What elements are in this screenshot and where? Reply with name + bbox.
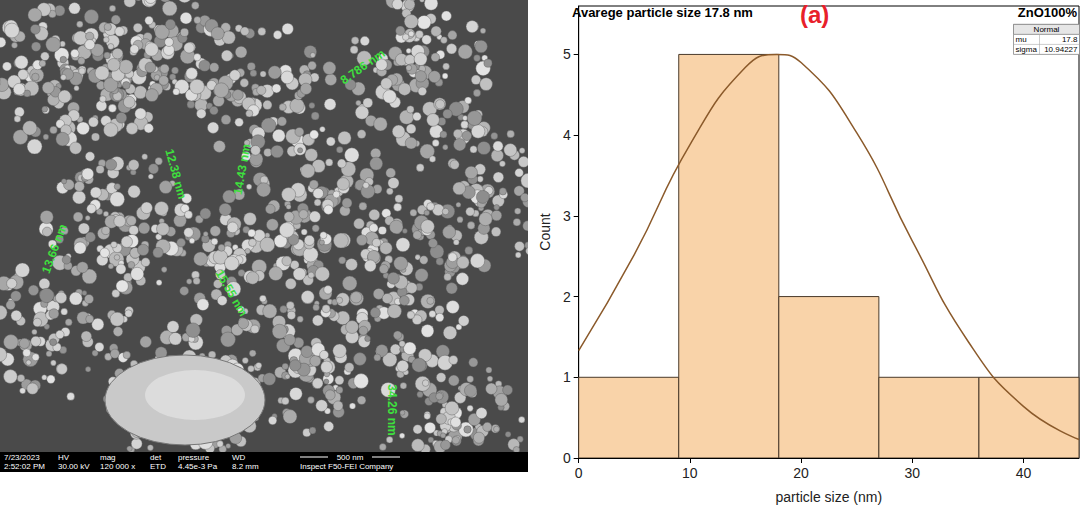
svg-text:1: 1 (563, 369, 571, 385)
svg-text:ETD: ETD (150, 462, 166, 471)
svg-text:500 nm: 500 nm (337, 453, 364, 462)
svg-text:particle size (nm): particle size (nm) (776, 489, 883, 505)
svg-text:4: 4 (563, 127, 571, 143)
svg-text:40: 40 (1016, 465, 1032, 481)
svg-text:8.2 mm: 8.2 mm (232, 462, 259, 471)
svg-text:Inspect F50-FEI Company: Inspect F50-FEI Company (300, 462, 393, 471)
svg-text:8.786 nm: 8.786 nm (338, 46, 388, 87)
svg-text:13.66 nm: 13.66 nm (39, 222, 70, 275)
svg-text:4.45e-3 Pa: 4.45e-3 Pa (178, 462, 218, 471)
svg-text:15.55 nm: 15.55 nm (213, 267, 251, 318)
svg-text:mu: mu (1016, 35, 1027, 44)
svg-text:Normal: Normal (1034, 25, 1060, 34)
svg-text:10: 10 (682, 465, 698, 481)
svg-text:2:52:02 PM: 2:52:02 PM (4, 462, 45, 471)
svg-text:0: 0 (575, 465, 583, 481)
svg-text:12.38 nm: 12.38 nm (162, 147, 189, 200)
svg-text:sigma: sigma (1016, 45, 1038, 54)
svg-text:ZnO100%: ZnO100% (1018, 5, 1078, 20)
svg-text:17.8: 17.8 (1062, 35, 1078, 44)
svg-text:7/23/2023: 7/23/2023 (4, 453, 40, 462)
svg-text:mag: mag (100, 453, 116, 462)
svg-text:pressure: pressure (178, 453, 210, 462)
svg-text:Count: Count (537, 213, 553, 250)
svg-text:34.26 nm: 34.26 nm (385, 384, 399, 435)
svg-text:WD: WD (232, 453, 246, 462)
svg-text:det: det (150, 453, 162, 462)
svg-text:120 000 x: 120 000 x (100, 462, 135, 471)
svg-text:30: 30 (904, 465, 920, 481)
svg-text:3: 3 (563, 208, 571, 224)
svg-text:Avarege particle size 17.8 nm: Avarege particle size 17.8 nm (572, 5, 753, 20)
svg-text:30.00 kV: 30.00 kV (58, 462, 90, 471)
svg-text:14.43 nm: 14.43 nm (231, 143, 254, 196)
svg-text:(a): (a) (800, 1, 829, 28)
svg-text:HV: HV (58, 453, 70, 462)
svg-text:0: 0 (563, 450, 571, 466)
svg-text:20: 20 (793, 465, 809, 481)
svg-text:10.94227: 10.94227 (1044, 45, 1078, 54)
svg-text:5: 5 (563, 46, 571, 62)
svg-text:2: 2 (563, 289, 571, 305)
